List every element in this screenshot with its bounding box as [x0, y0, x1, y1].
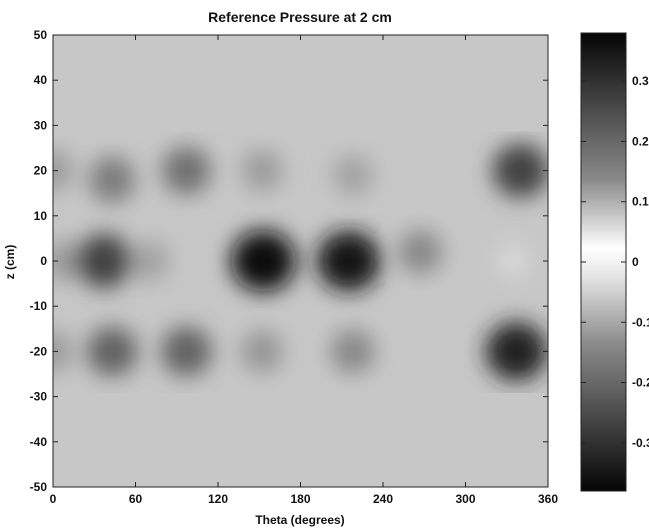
y-tick-label-2: 30 [34, 118, 48, 132]
colorbar-tick-label-3: 0 [632, 255, 639, 269]
heatmap-blob-15 [161, 327, 211, 377]
y-axis-label: z (cm) [3, 245, 17, 280]
heatmap-blob-1 [89, 157, 135, 203]
x-tick-label-2: 120 [208, 492, 228, 506]
heatmap-blob-3 [242, 150, 283, 192]
x-tick-label-6: 360 [538, 492, 558, 506]
y-tick-label-4: 10 [34, 209, 48, 223]
x-tick-label-1: 60 [129, 492, 143, 506]
colorbar-tick-label-6: -0.3 [632, 436, 649, 450]
x-tick-label-0: 0 [50, 492, 57, 506]
y-tick-label-10: -50 [30, 480, 48, 494]
heatmap-blob-10 [317, 231, 381, 291]
y-tick-label-3: 20 [34, 164, 48, 178]
colorbar-tick-label-0: 0.3 [632, 74, 649, 88]
y-tick-label-5: 0 [40, 254, 47, 268]
heatmap-blob-4 [333, 155, 372, 196]
colorbar-tick-label-2: 0.1 [632, 195, 649, 209]
heatmap-blob-9 [231, 230, 296, 291]
chart-title: Reference Pressure at 2 cm [208, 9, 392, 25]
x-tick-label-5: 300 [455, 492, 475, 506]
y-tick-label-8: -30 [30, 390, 48, 404]
x-axis-label: Theta (degrees) [255, 513, 344, 527]
colorbar-tick-label-4: -0.1 [632, 315, 649, 329]
heatmap-blob-7 [76, 234, 132, 288]
heatmap-blob-11 [398, 230, 442, 274]
y-tick-label-9: -40 [30, 435, 48, 449]
heatmap-blob-5 [493, 144, 549, 198]
colorbar-tick-label-5: -0.2 [632, 376, 649, 390]
heatmap-blob-16 [241, 330, 283, 372]
heatmap-blob-14 [87, 327, 137, 377]
y-tick-label-7: -20 [30, 344, 48, 358]
heatmap-area [33, 35, 549, 487]
y-tick-label-0: 50 [34, 28, 48, 42]
heatmap-blob-8 [130, 241, 169, 282]
x-tick-label-3: 180 [290, 492, 310, 506]
colorbar-tick-label-1: 0.2 [632, 134, 649, 148]
y-tick-label-1: 40 [34, 73, 48, 87]
heatmap-blob-12 [499, 245, 529, 278]
y-tick-label-6: -10 [30, 299, 48, 313]
heatmap-blob-17 [331, 329, 375, 373]
x-tick-label-4: 240 [373, 492, 393, 506]
heatmap-blob-18 [486, 322, 547, 381]
heatmap-blob-2 [162, 147, 210, 195]
colorbar [581, 33, 626, 491]
